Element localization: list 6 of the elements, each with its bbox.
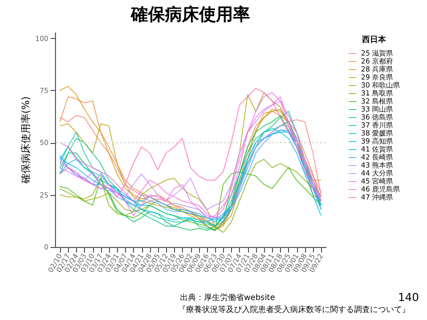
text: 『療養状況等及び入院患者受入病床数等に関する調査について』 [178,304,410,315]
y-axis-title: 確保病床使用率(%) [20,96,32,185]
source-note: 出典：厚生労働省website [180,292,275,303]
text: 140 [398,291,419,304]
legend-title: 西日本 [361,35,387,44]
chart-title: 確保病床使用率 [130,5,250,25]
